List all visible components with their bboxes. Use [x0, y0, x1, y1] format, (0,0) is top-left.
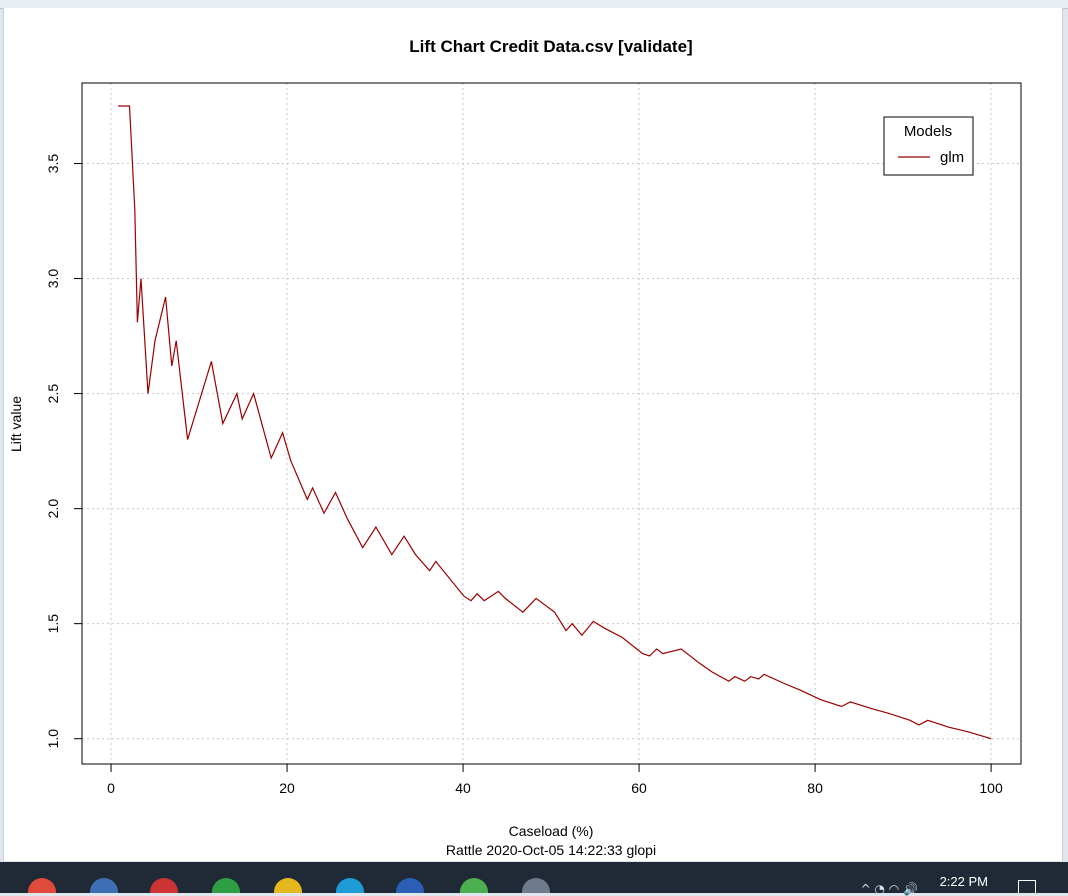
- x-tick-label: 20: [279, 780, 295, 796]
- taskbar: ^ ◔ ◠ 🔊 2:22 PM: [0, 862, 1068, 896]
- series-layer: [118, 105, 992, 740]
- y-tick-label: 3.5: [45, 154, 61, 174]
- chrome-icon[interactable]: [28, 878, 56, 893]
- word-icon[interactable]: [396, 878, 424, 893]
- legend: Models glm: [883, 116, 974, 176]
- lift-chart: 0 20 40 60 80 100 1.0 1.5 2.0 2.5 3.0 3.5 Lift Char…: [8, 37, 1022, 858]
- legend-label-glm: glm: [940, 149, 964, 166]
- chart-footer: Rattle 2020-Oct-05 14:22:33 glopi: [446, 842, 656, 858]
- x-tick-label: 80: [807, 780, 823, 796]
- legend-box: [883, 116, 974, 176]
- notification-icon[interactable]: [1018, 880, 1036, 894]
- y-tick-label: 2.5: [45, 384, 61, 404]
- axis-ticks: 0 20 40 60 80 100 1.0 1.5 2.0 2.5 3.0 3.5: [45, 154, 1003, 796]
- plot-border: [81, 82, 1022, 765]
- r-console-icon[interactable]: [522, 878, 550, 893]
- series-line-glm: [118, 105, 992, 740]
- refresh-app-icon[interactable]: [212, 878, 240, 893]
- x-tick-label: 40: [455, 780, 471, 796]
- r-app-icon[interactable]: [90, 878, 118, 893]
- x-tick-label: 60: [631, 780, 647, 796]
- x-axis-label: Caseload (%): [509, 823, 594, 839]
- legend-title: Models: [904, 123, 952, 140]
- x-tick-label: 100: [979, 780, 1003, 796]
- edge-icon[interactable]: [336, 878, 364, 893]
- y-tick-label: 1.0: [45, 729, 61, 749]
- chart-title: Lift Chart Credit Data.csv [validate]: [409, 37, 692, 56]
- system-tray-icons[interactable]: ^ ◔ ◠ 🔊: [860, 882, 918, 896]
- plot-window: 0 20 40 60 80 100 1.0 1.5 2.0 2.5 3.0 3.5 Lift Char…: [3, 8, 1063, 861]
- y-tick-label: 1.5: [45, 614, 61, 634]
- y-tick-label: 2.0: [45, 499, 61, 519]
- grid-lines: [82, 83, 1021, 764]
- y-tick-label: 3.0: [45, 269, 61, 289]
- x-tick-label: 0: [107, 780, 115, 796]
- snipping-tool-icon[interactable]: [150, 878, 178, 893]
- loading-app-icon[interactable]: [460, 878, 488, 893]
- taskbar-clock[interactable]: 2:22 PM: [939, 874, 988, 889]
- y-axis-label: Lift value: [8, 396, 24, 452]
- file-explorer-icon[interactable]: [274, 878, 302, 893]
